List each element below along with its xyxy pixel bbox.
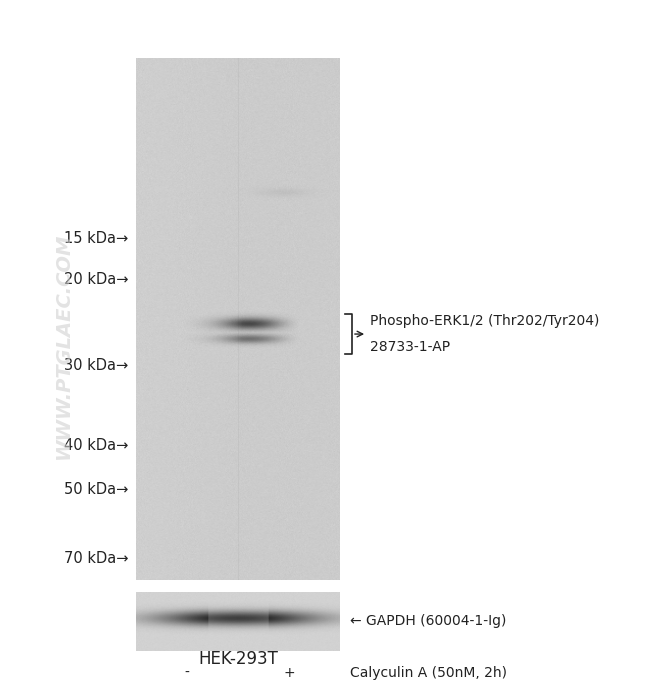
Text: 40 kDa→: 40 kDa→ [64,438,128,453]
Text: 30 kDa→: 30 kDa→ [64,358,128,373]
Text: 15 kDa→: 15 kDa→ [64,231,128,247]
Text: 50 kDa→: 50 kDa→ [64,482,128,498]
Text: WWW.PTGLAEC.COM: WWW.PTGLAEC.COM [53,232,73,459]
Text: -: - [185,666,189,680]
Text: 70 kDa→: 70 kDa→ [64,551,128,567]
Text: 20 kDa→: 20 kDa→ [64,272,128,287]
Text: ← GAPDH (60004-1-Ig): ← GAPDH (60004-1-Ig) [350,614,506,629]
Text: +: + [283,666,295,680]
Text: HEK-293T: HEK-293T [198,650,278,668]
Text: Calyculin A (50nM, 2h): Calyculin A (50nM, 2h) [350,666,507,680]
Text: 28733-1-AP: 28733-1-AP [370,340,450,354]
Text: Phospho-ERK1/2 (Thr202/Tyr204): Phospho-ERK1/2 (Thr202/Tyr204) [370,314,599,328]
